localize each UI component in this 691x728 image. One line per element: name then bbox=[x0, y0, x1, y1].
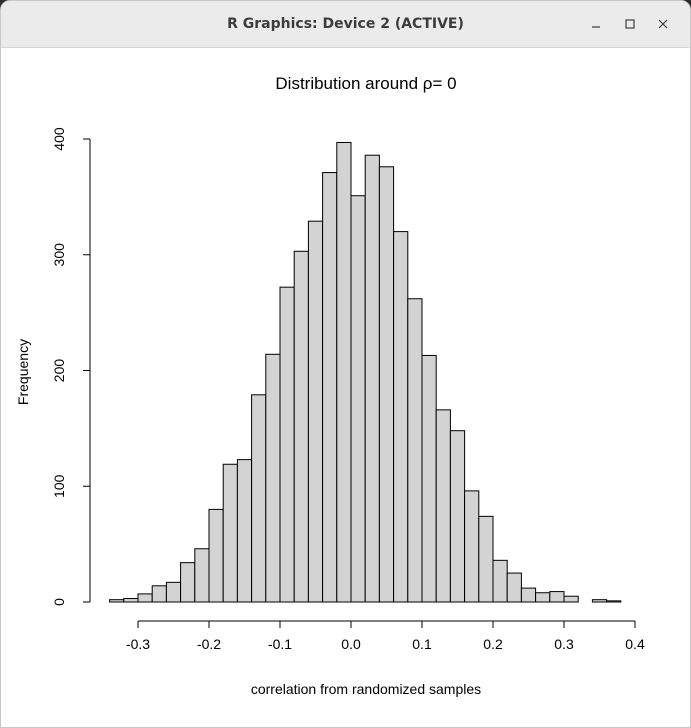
close-button[interactable] bbox=[650, 11, 676, 37]
histogram-bar bbox=[492, 559, 508, 603]
title-bar[interactable]: R Graphics: Device 2 (ACTIVE) bbox=[1, 1, 690, 48]
histogram-bar bbox=[393, 231, 409, 603]
x-tick-label: -0.2 bbox=[197, 636, 221, 652]
histogram-bar bbox=[435, 409, 451, 603]
histogram-chart: Distribution around ρ= 0 -0.3 -0.2 -0.1 0.0… bbox=[15, 74, 645, 697]
histogram-bar bbox=[279, 286, 295, 603]
histogram-bar bbox=[137, 593, 153, 603]
x-tick-label: -0.3 bbox=[126, 636, 150, 652]
histogram-bar bbox=[563, 595, 579, 603]
histogram-bar bbox=[307, 220, 324, 603]
x-tick-label: 0.1 bbox=[412, 636, 432, 652]
y-axis-label: Frequency bbox=[15, 339, 31, 405]
histogram-bar bbox=[407, 298, 423, 603]
window-title: R Graphics: Device 2 (ACTIVE) bbox=[227, 16, 464, 32]
histogram-bar bbox=[350, 195, 366, 603]
histogram-bar bbox=[606, 600, 622, 603]
histogram-bar bbox=[293, 250, 309, 603]
y-tick-label: 100 bbox=[51, 474, 67, 498]
minimize-icon bbox=[590, 15, 602, 34]
x-tick-label: 0.0 bbox=[341, 636, 361, 652]
maximize-button[interactable] bbox=[617, 11, 643, 37]
maximize-icon bbox=[624, 15, 636, 34]
histogram-bar bbox=[478, 515, 494, 603]
minimize-button[interactable] bbox=[583, 11, 609, 37]
histogram-bar bbox=[549, 591, 565, 603]
y-tick-label: 0 bbox=[51, 598, 67, 606]
histogram-bar bbox=[464, 490, 480, 603]
histogram-bar bbox=[194, 548, 210, 603]
plot-canvas: Distribution around ρ= 0 -0.3 -0.2 -0.1 0.0… bbox=[11, 48, 681, 719]
x-tick-label: 0.3 bbox=[554, 636, 574, 652]
x-axis: -0.3 -0.2 -0.1 0.0 0.1 0.2 0.3 0.4 bbox=[126, 620, 645, 652]
histogram-bar bbox=[364, 154, 380, 603]
x-tick-label: 0.2 bbox=[483, 636, 503, 652]
x-axis-label: correlation from randomized samples bbox=[251, 681, 481, 697]
histogram-bar bbox=[506, 572, 522, 603]
histogram-bar bbox=[151, 585, 167, 603]
histogram-bar bbox=[449, 430, 466, 603]
y-tick-label: 300 bbox=[51, 243, 67, 267]
histogram-bar bbox=[123, 598, 139, 603]
y-tick-label: 200 bbox=[51, 359, 67, 383]
histogram-bar bbox=[336, 141, 352, 603]
histogram-bar bbox=[251, 394, 267, 603]
histogram-bar bbox=[109, 599, 125, 603]
y-axis: 0 100 200 300 400 bbox=[51, 127, 91, 606]
histogram-bar bbox=[265, 353, 281, 603]
x-tick-label: -0.1 bbox=[268, 636, 292, 652]
chart-title: Distribution around ρ= 0 bbox=[275, 74, 456, 93]
x-tick-label: 0.4 bbox=[625, 636, 645, 652]
histogram-bar bbox=[535, 592, 551, 603]
histogram-bar bbox=[322, 172, 338, 603]
histogram-bar bbox=[378, 166, 395, 603]
histogram-bar bbox=[591, 599, 608, 603]
y-tick-label: 400 bbox=[51, 127, 67, 151]
histogram-bar bbox=[520, 587, 537, 603]
histogram-bar bbox=[165, 581, 182, 603]
histogram-bar bbox=[236, 459, 253, 603]
histogram-bar bbox=[222, 463, 238, 603]
close-icon bbox=[657, 15, 669, 34]
histogram-bar bbox=[180, 562, 196, 603]
histogram-bar bbox=[208, 508, 224, 603]
histogram-bar bbox=[421, 354, 437, 603]
histogram-bars bbox=[109, 141, 622, 603]
